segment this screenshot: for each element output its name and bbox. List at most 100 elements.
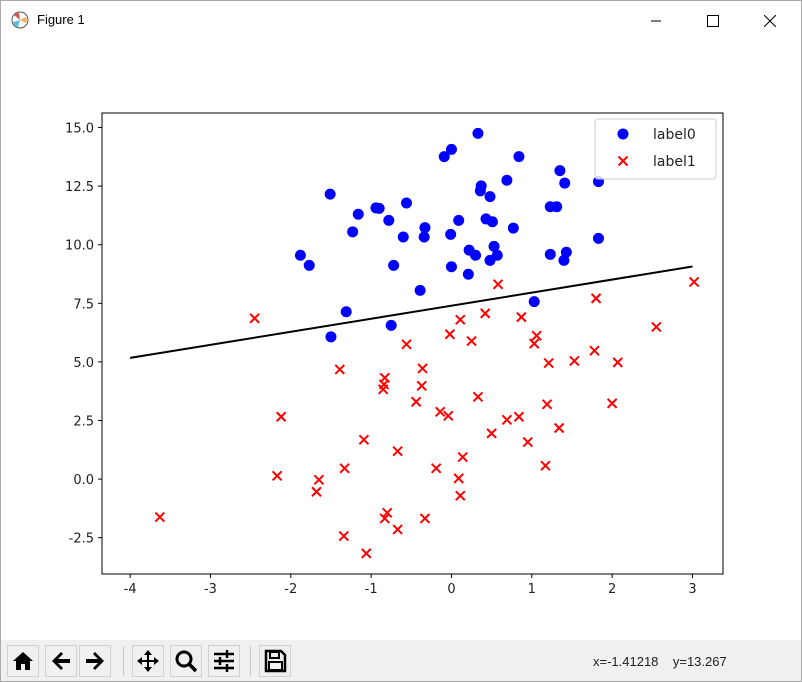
label1-point — [492, 279, 504, 290]
label0-point — [470, 249, 482, 261]
label1-point — [455, 314, 466, 325]
y-tick-label: 2.5 — [73, 414, 94, 429]
label1-point — [513, 411, 525, 422]
label0-point — [397, 231, 409, 243]
y-tick-label: 5.0 — [73, 356, 94, 371]
figure-canvas[interactable]: -4 -3 -2 -1 0 1 2 3 -2.5 0.0 2.5 5.0 7.5 10.0 12.5 15.0… — [1, 41, 801, 639]
label1-point — [553, 422, 565, 434]
move-icon — [137, 650, 159, 672]
label1-point — [377, 384, 389, 395]
label0-point — [513, 151, 525, 163]
label1-point — [443, 410, 454, 422]
label1-point — [271, 470, 283, 482]
label0-point — [544, 248, 556, 260]
label0-point — [414, 284, 426, 296]
label1-point — [249, 313, 260, 324]
maximize-button[interactable] — [690, 1, 736, 40]
back-button[interactable] — [45, 645, 77, 677]
save-button[interactable] — [259, 645, 291, 677]
x-tick-label: 1 — [528, 582, 536, 597]
label0-point — [303, 259, 315, 271]
label0-point — [383, 214, 395, 226]
legend-label0: label0 — [653, 127, 696, 143]
pan-button[interactable] — [132, 645, 164, 677]
minimize-icon — [651, 20, 661, 21]
label1-point — [522, 436, 533, 448]
label1-point — [358, 434, 370, 445]
magnifier-icon — [175, 650, 198, 673]
y-tick-label: 15.0 — [65, 122, 94, 137]
x-tick-label: -3 — [204, 582, 217, 597]
axes-frame — [101, 112, 724, 575]
label0-point — [418, 231, 430, 243]
label1-point — [457, 451, 468, 463]
label1-point — [338, 530, 350, 542]
maximize-icon — [707, 14, 719, 27]
legend-label1: label1 — [653, 154, 696, 170]
zoom-button[interactable] — [170, 645, 202, 677]
floppy-disk-icon — [264, 649, 287, 673]
minimize-button[interactable] — [633, 1, 679, 40]
label0-point — [340, 306, 352, 318]
label1-point — [313, 474, 325, 485]
label0-point — [438, 151, 450, 163]
label1-point — [540, 460, 551, 471]
toolbar-separator — [123, 646, 124, 676]
x-tick-label: -2 — [284, 582, 297, 597]
home-button[interactable] — [7, 645, 39, 677]
label1-point — [392, 445, 403, 457]
title-bar[interactable]: Figure 1 — [1, 1, 801, 40]
label1-point — [589, 345, 600, 356]
label0-point — [472, 127, 484, 139]
x-tick-label: 0 — [447, 582, 455, 597]
home-icon — [13, 652, 33, 670]
y-tick-label: 10.0 — [65, 239, 94, 254]
forward-button[interactable] — [79, 645, 111, 677]
label1-point — [339, 463, 350, 474]
label1-point — [417, 363, 428, 374]
label0-point — [373, 202, 385, 214]
label0-point — [385, 319, 397, 331]
label0-point — [445, 228, 457, 240]
y-tick-label: -2.5 — [69, 532, 94, 547]
label1-point — [651, 321, 662, 333]
label1-point — [516, 311, 527, 323]
close-button[interactable] — [747, 1, 793, 40]
y-tick-label: 7.5 — [73, 297, 94, 312]
legend-marker-label0 — [617, 128, 629, 140]
cursor-coordinates: x=-1.41218 y=13.267 — [593, 654, 727, 669]
label1-point — [541, 399, 553, 410]
label0-point — [388, 259, 400, 271]
label0-point — [528, 296, 540, 308]
label0-point — [486, 216, 498, 228]
label1-point — [401, 339, 412, 350]
label1-point — [529, 338, 540, 349]
label0-point — [325, 331, 337, 343]
window-title: Figure 1 — [37, 12, 85, 27]
label1-point — [531, 330, 542, 341]
matplotlib-logo-icon — [11, 11, 29, 29]
label0-point — [551, 201, 563, 213]
x-tick-label: 2 — [608, 582, 616, 597]
label1-point — [486, 428, 497, 439]
label1-point — [543, 357, 554, 369]
configure-subplots-button[interactable] — [208, 645, 240, 677]
label0-point — [400, 197, 412, 209]
label1-point — [612, 357, 623, 368]
label0-point — [554, 165, 566, 177]
y-tick-label: 0.0 — [73, 473, 94, 488]
label1-point — [361, 548, 372, 559]
label1-point — [334, 364, 346, 375]
sliders-icon — [214, 650, 234, 672]
label0-point — [462, 268, 474, 280]
label1-point — [311, 486, 322, 497]
label0-point — [592, 232, 604, 244]
axes-background — [102, 113, 723, 574]
label1-point — [590, 293, 602, 304]
label1-point — [501, 414, 513, 425]
label0-point — [474, 185, 486, 197]
label1-point — [419, 513, 431, 524]
label1-point — [444, 329, 456, 340]
arrow-right-icon — [86, 652, 104, 670]
